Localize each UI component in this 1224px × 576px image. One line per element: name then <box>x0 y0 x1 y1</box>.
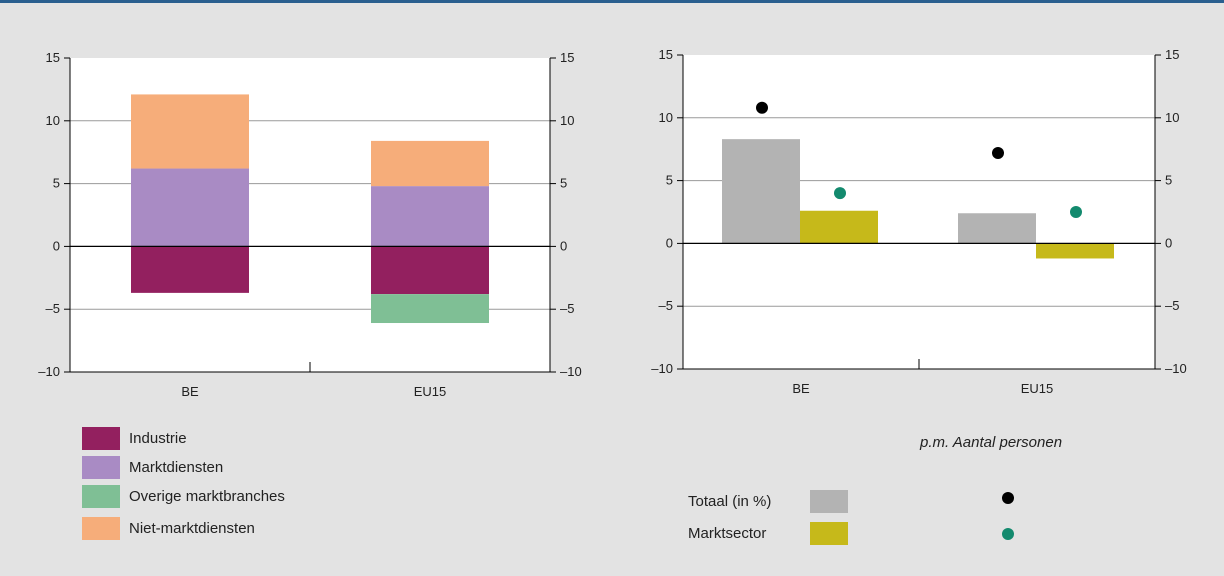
legend-swatch-marktdiensten <box>82 456 120 479</box>
legend-item-marktsector: Marktsector <box>688 522 848 545</box>
dot-marktsector-eu15 <box>1070 206 1082 218</box>
left-ytick-label-left: 15 <box>46 50 60 65</box>
bar-marktdiensten-be <box>131 168 249 247</box>
left-ytick-label-left: 10 <box>46 113 60 128</box>
legend-swatch-totaal <box>810 490 848 513</box>
top-rule <box>0 0 1224 3</box>
left-ytick-label-left: –10 <box>38 364 60 379</box>
legend-label-totaal: Totaal (in %) <box>688 493 772 510</box>
left-category-label-eu15: EU15 <box>414 384 447 399</box>
bar-marktdiensten-eu15 <box>371 186 489 247</box>
right-ytick-label-right: 15 <box>1165 47 1179 62</box>
legend-right-title: p.m. Aantal personen <box>920 434 1063 451</box>
legend-swatch-marktsector <box>810 522 848 545</box>
bar-overige-marktbranches-eu15 <box>371 294 489 324</box>
right-category-label-eu15: EU15 <box>1021 381 1054 396</box>
right-ytick-label-left: 5 <box>666 173 673 188</box>
left-category-label-be: BE <box>181 384 199 399</box>
left-ytick-label-right: 15 <box>560 50 574 65</box>
bar-marktsector-eu15 <box>1036 243 1114 259</box>
legend-label-marktsector: Marktsector <box>688 525 767 542</box>
right-ytick-label-right: –10 <box>1165 361 1187 376</box>
right-ytick-label-right: 10 <box>1165 110 1179 125</box>
left-ytick-label-right: 5 <box>560 176 567 191</box>
legend-label-overige: Overige marktbranches <box>129 488 285 505</box>
bar-niet-marktdiensten-be <box>131 94 249 169</box>
right-ytick-label-left: 10 <box>659 110 673 125</box>
legend-item-industrie: Industrie <box>82 427 187 450</box>
bar-industrie-be <box>131 246 249 293</box>
legend-item-niet-markt: Niet-marktdiensten <box>82 517 255 540</box>
legend-item-marktdiensten: Marktdiensten <box>82 456 223 479</box>
legend-label-industrie: Industrie <box>129 430 187 447</box>
right-category-label-be: BE <box>792 381 810 396</box>
legend-item-totaal: Totaal (in %) <box>688 490 848 513</box>
legend-label-marktdiensten: Marktdiensten <box>129 459 224 476</box>
bar-totaal-be <box>722 139 800 244</box>
legend-label-niet-markt: Niet-marktdiensten <box>129 520 255 537</box>
left-ytick-label-left: 0 <box>53 238 60 253</box>
right-ytick-label-right: –5 <box>1165 298 1179 313</box>
left-ytick-label-right: –10 <box>560 364 582 379</box>
right-ytick-label-right: 0 <box>1165 235 1172 250</box>
bar-niet-marktdiensten-eu15 <box>371 140 489 187</box>
right-ytick-label-right: 5 <box>1165 173 1172 188</box>
right-ytick-label-left: 0 <box>666 235 673 250</box>
bar-totaal-eu15 <box>958 213 1036 244</box>
right-ytick-label-left: 15 <box>659 47 673 62</box>
bar-marktsector-be <box>800 210 878 244</box>
dot-totaal-eu15 <box>992 146 1004 159</box>
legend-swatch-industrie <box>82 427 120 450</box>
legend-dot-totaal <box>1002 492 1014 504</box>
left-ytick-label-right: 10 <box>560 113 574 128</box>
right-ytick-label-left: –10 <box>651 361 673 376</box>
left-ytick-label-left: 5 <box>53 176 60 191</box>
legend-dot-marktsector <box>1002 528 1014 540</box>
legend-item-overige: Overige marktbranches <box>82 485 285 508</box>
legend-swatch-niet-markt <box>82 517 120 540</box>
legend-swatch-overige <box>82 485 120 508</box>
left-ytick-label-right: 0 <box>560 238 567 253</box>
left-ytick-label-left: –5 <box>46 301 60 316</box>
dot-totaal-be <box>756 101 768 114</box>
left-ytick-label-right: –5 <box>560 301 574 316</box>
right-ytick-label-left: –5 <box>659 298 673 313</box>
dot-marktsector-be <box>834 187 846 200</box>
bar-industrie-eu15 <box>371 246 489 295</box>
